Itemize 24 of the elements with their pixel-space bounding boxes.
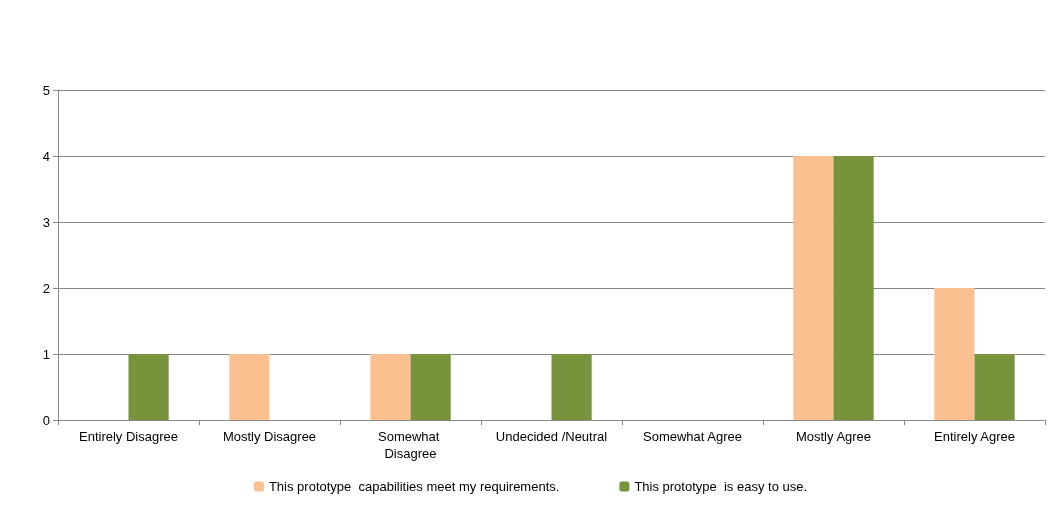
y-tick-label: 0 (42, 412, 50, 428)
bar (410, 354, 451, 420)
x-tick-label: Entirely Agree (934, 429, 1015, 444)
y-tick-label: 1 (42, 346, 50, 362)
bar (793, 156, 834, 420)
legend-label: This prototype capabilities meet my requirements. (268, 479, 560, 494)
bar (229, 354, 270, 420)
bar (370, 354, 411, 420)
bar (833, 156, 874, 420)
x-tick-label: Somewhat Disagree (377, 429, 444, 461)
bar (934, 288, 975, 420)
x-tick-label: Entirely Disagree (79, 429, 178, 444)
bar (128, 354, 169, 420)
y-tick-label: 2 (42, 280, 50, 296)
legend-label: This prototype is easy to use. (634, 479, 808, 494)
y-tick-label: 4 (42, 148, 50, 164)
y-tick-label: 3 (42, 214, 50, 230)
bar (551, 354, 592, 420)
x-tick-label: Mostly Disagree (222, 429, 317, 444)
x-tick-label: Somewhat Agree (642, 429, 743, 444)
x-tick-label: Mostly Agree (795, 429, 872, 444)
bar (974, 354, 1015, 420)
x-tick-label: Undecided /Neutral (495, 429, 608, 444)
y-tick-label: 5 (42, 82, 50, 98)
